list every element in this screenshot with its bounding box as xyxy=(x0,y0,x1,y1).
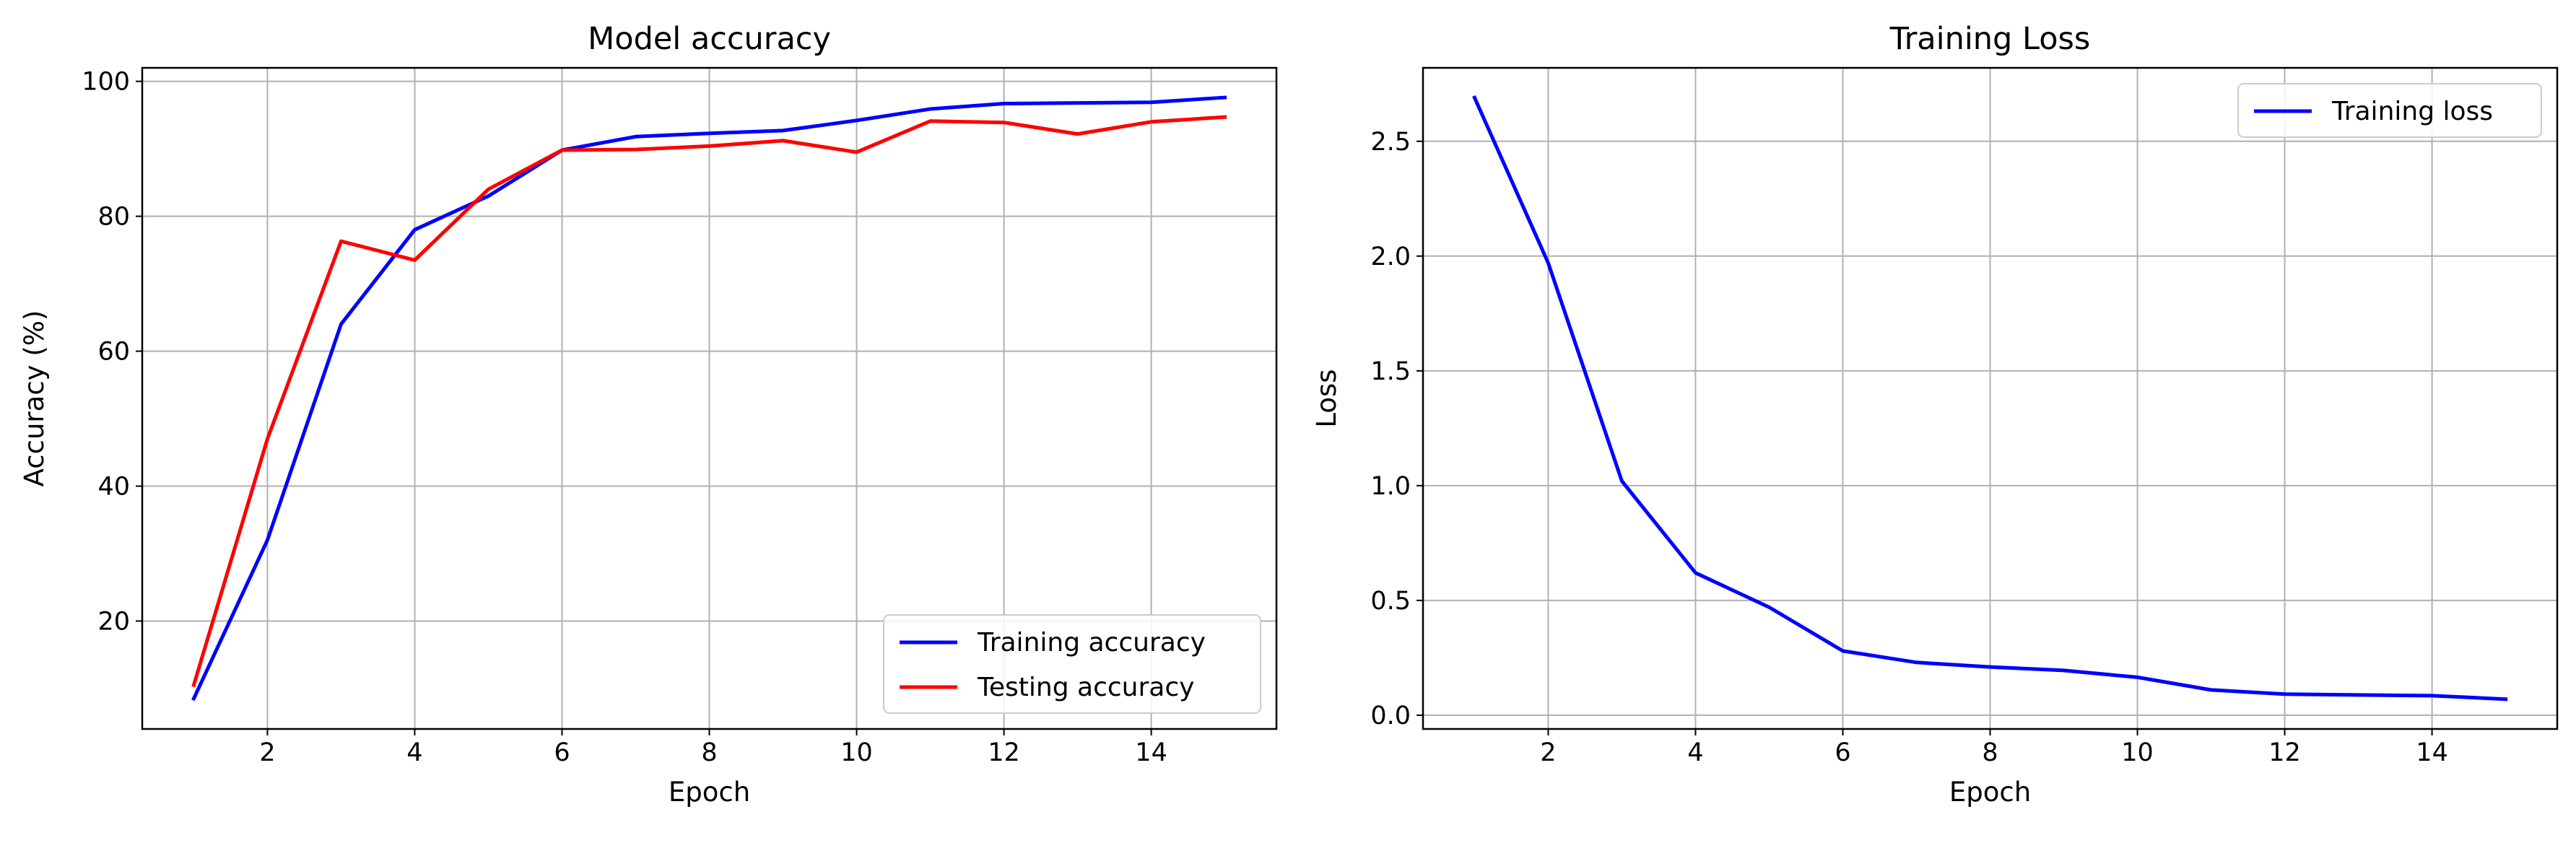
y-tick-label: 80 xyxy=(97,203,130,232)
legend-label-2: Testing accuracy xyxy=(977,673,1194,702)
legend: Training accuracy Testing accuracy xyxy=(883,614,1261,714)
x-tick-label: 4 xyxy=(1687,738,1703,767)
series-line-1 xyxy=(1472,95,2508,702)
legend-box xyxy=(2237,83,2542,138)
y-axis-label: Accuracy (%) xyxy=(19,310,50,487)
legend: Training loss xyxy=(2237,83,2542,138)
y-tick-label: 20 xyxy=(97,607,130,636)
x-tick-label: 14 xyxy=(2416,738,2448,767)
y-tick-label: 100 xyxy=(82,68,130,97)
x-tick-label: 10 xyxy=(840,738,873,767)
x-tick-label: 12 xyxy=(988,738,1020,767)
loss-chart: 2 4 6 8 10 12 14 0.0 0.5 1.0 1.5 2.0 2.5 Training Los… xyxy=(1311,21,2559,808)
chart-title: Model accuracy xyxy=(588,21,831,57)
y-axis-label: Loss xyxy=(1311,369,1342,427)
series-line-2 xyxy=(191,115,1227,688)
y-tick-label: 40 xyxy=(97,473,130,502)
x-axis-label: Epoch xyxy=(1949,777,2031,808)
series-line-1 xyxy=(191,95,1227,702)
x-tick-label: 4 xyxy=(406,738,422,767)
x-tick-label: 8 xyxy=(1982,738,1998,767)
x-axis-label: Epoch xyxy=(669,777,750,808)
x-tick-label: 10 xyxy=(2121,738,2154,767)
plot-frame xyxy=(1422,66,2559,730)
y-tick-label: 1.0 xyxy=(1370,472,1411,501)
legend-label-1: Training accuracy xyxy=(977,628,1206,658)
y-tick-label: 0.0 xyxy=(1370,702,1411,730)
legend-box xyxy=(883,614,1261,714)
x-tick-label: 8 xyxy=(701,738,717,767)
y-tick-label: 60 xyxy=(97,338,130,367)
chart-title: Training Loss xyxy=(1889,21,2091,57)
plot-frame xyxy=(141,66,1278,730)
y-tick-label: 2.0 xyxy=(1370,243,1411,271)
accuracy-chart: 2 4 6 8 10 12 14 20 40 60 80 100 Model accuracy Epoch… xyxy=(19,21,1278,808)
x-tick-label: 6 xyxy=(1835,738,1850,767)
legend-label-1: Training loss xyxy=(2331,97,2493,126)
y-tick-label: 2.5 xyxy=(1370,128,1411,157)
x-tick-label: 2 xyxy=(259,738,275,767)
y-tick-label: 0.5 xyxy=(1370,587,1411,616)
y-tick-label: 1.5 xyxy=(1370,357,1411,386)
x-tick-label: 12 xyxy=(2268,738,2301,767)
x-tick-label: 14 xyxy=(1135,738,1167,767)
x-tick-label: 2 xyxy=(1540,738,1556,767)
x-tick-label: 6 xyxy=(554,738,570,767)
